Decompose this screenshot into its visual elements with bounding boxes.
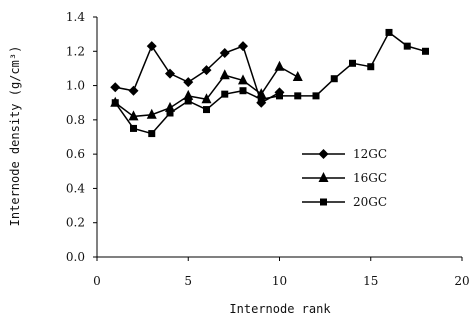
- legend-entry: 12GC: [302, 147, 387, 161]
- data-point: [312, 92, 320, 100]
- series-line: [115, 44, 280, 104]
- data-point: [238, 74, 248, 85]
- y-tick-label: 0.2: [66, 216, 85, 230]
- legend-entry: 20GC: [302, 195, 387, 209]
- data-point: [292, 71, 303, 81]
- legend-label: 20GC: [353, 195, 387, 209]
- legend: 12GC 16GC 20GC: [302, 147, 387, 209]
- data-point: [184, 97, 192, 105]
- axes: 0.0 0.2 0.4 0.6 0.8 1.0 1.2 1.4 0 5 10 15 20: [66, 10, 470, 288]
- series-20GC: [111, 28, 429, 138]
- y-tick-label: 0.6: [66, 147, 85, 161]
- data-point: [110, 82, 121, 93]
- data-point: [203, 106, 210, 114]
- data-point: [221, 90, 229, 98]
- data-point: [294, 92, 302, 100]
- data-point: [385, 28, 393, 36]
- legend-entry: 16GC: [302, 171, 387, 185]
- data-point: [330, 75, 338, 83]
- legend-marker: [318, 149, 329, 159]
- data-point: [403, 42, 411, 50]
- series-line: [114, 31, 426, 135]
- legend-marker: [318, 172, 329, 182]
- data-point: [239, 87, 247, 95]
- y-tick-label: 0.0: [66, 250, 85, 264]
- y-tick-label: 0.4: [66, 181, 85, 195]
- data-point: [128, 85, 139, 96]
- data-point: [219, 69, 230, 80]
- data-point: [146, 41, 157, 52]
- series-layer: [110, 28, 429, 138]
- data-point: [219, 48, 230, 58]
- data-point: [111, 99, 119, 107]
- y-tick-label: 1.0: [66, 79, 85, 93]
- data-point: [367, 63, 375, 71]
- data-point: [128, 110, 139, 121]
- data-point: [422, 47, 429, 55]
- data-point: [238, 41, 248, 52]
- legend-label: 16GC: [353, 171, 387, 185]
- data-point: [165, 101, 175, 112]
- data-point: [201, 93, 212, 104]
- x-tick-label: 10: [272, 274, 287, 288]
- data-point: [349, 59, 356, 67]
- y-tick-label: 1.4: [66, 10, 85, 24]
- y-tick-label: 0.8: [66, 113, 85, 127]
- data-point: [146, 108, 157, 119]
- data-point: [166, 109, 174, 117]
- y-axis-title: Internode density (g/cm³): [8, 46, 22, 227]
- data-point: [201, 65, 212, 76]
- data-point: [165, 68, 175, 79]
- legend-label: 12GC: [353, 147, 387, 161]
- y-tick-label: 1.2: [66, 44, 85, 58]
- x-axis-title: Internode rank: [229, 302, 331, 316]
- data-point: [183, 89, 194, 100]
- data-point: [256, 88, 267, 99]
- data-point: [148, 130, 156, 138]
- data-point: [276, 92, 283, 100]
- x-tick-label: 0: [93, 274, 101, 288]
- series-16GC: [110, 60, 303, 121]
- x-tick-label: 5: [184, 274, 192, 288]
- legend-marker: [320, 198, 327, 206]
- x-tick-label: 20: [454, 274, 469, 288]
- data-point: [130, 124, 137, 132]
- data-point: [274, 60, 285, 71]
- data-point: [183, 77, 194, 88]
- data-point: [257, 95, 265, 103]
- x-tick-label: 15: [363, 274, 378, 288]
